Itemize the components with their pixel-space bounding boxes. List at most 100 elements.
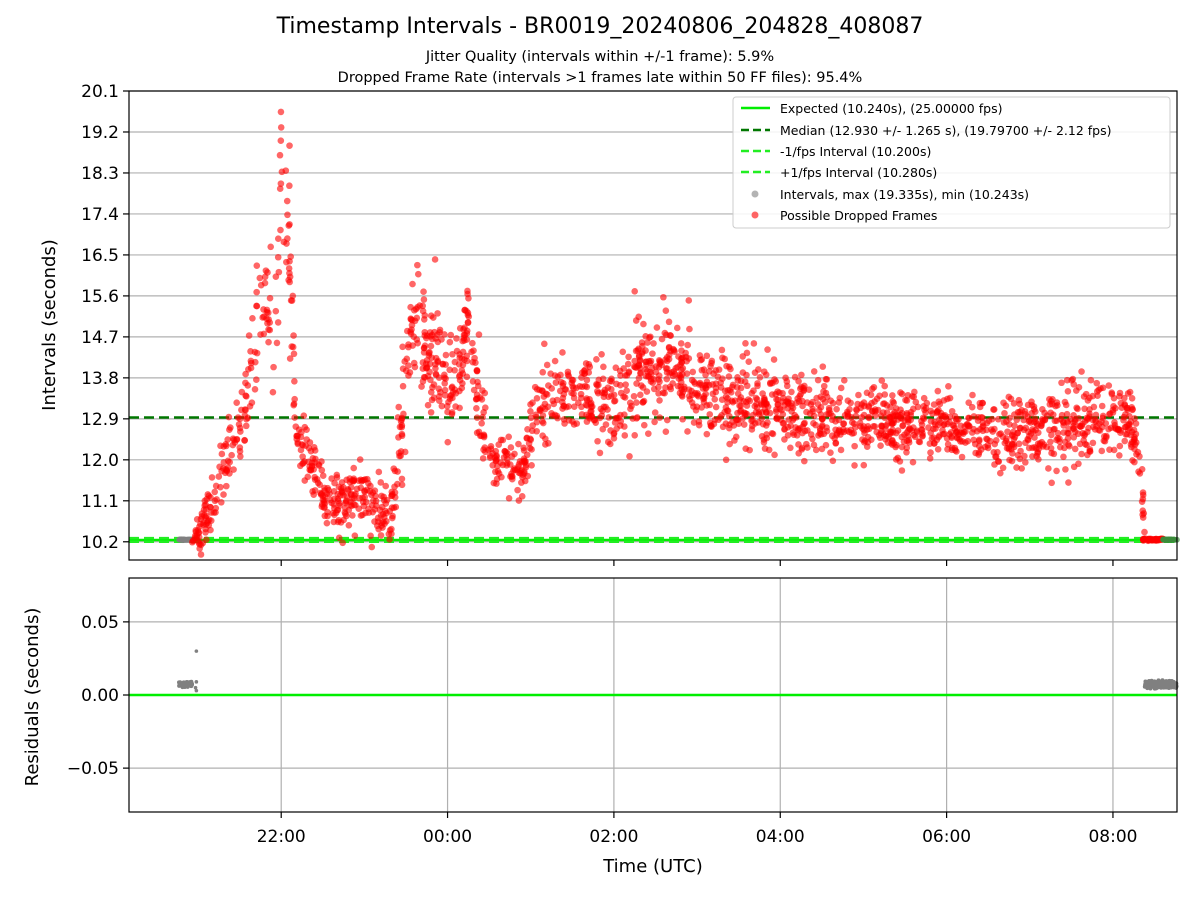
dropped-frame-point [677, 340, 685, 347]
dropped-frame-point [237, 453, 244, 460]
dropped-frame-point [333, 471, 341, 479]
dropped-frame-point [829, 457, 837, 465]
dropped-frame-point [858, 414, 865, 421]
dropped-frame-point [233, 399, 240, 407]
dropped-frame-point [289, 292, 297, 300]
dropped-frame-point [458, 367, 466, 374]
dropped-frame-point [918, 426, 925, 433]
dropped-frame-point [685, 297, 693, 304]
residual-point [1153, 682, 1158, 687]
top-panel-y-axis-label: Intervals (seconds) [39, 239, 60, 411]
dropped-frame-point [585, 361, 593, 368]
dropped-frame-point [428, 396, 436, 404]
dropped-frame-point [1080, 393, 1088, 400]
dropped-frame-point [602, 403, 609, 411]
dropped-frame-point [413, 314, 421, 322]
dropped-frame-point [949, 421, 957, 429]
dropped-frame-point [324, 484, 331, 492]
x-tick-label: 02:00 [589, 827, 638, 847]
dropped-frame-point [628, 402, 635, 410]
dropped-frame-point [608, 377, 615, 385]
dropped-frame-point [621, 432, 629, 439]
dropped-frame-point [464, 287, 471, 295]
dropped-frame-point [740, 421, 748, 428]
dropped-frame-point [511, 450, 518, 458]
chart-title: Timestamp Intervals - BR0019_20240806_20… [276, 14, 924, 39]
dropped-frame-point [761, 396, 768, 404]
dropped-frame-point [549, 397, 557, 404]
dropped-frame-point [380, 493, 387, 501]
x-tick-label: 04:00 [756, 827, 805, 847]
dropped-frame-point [1001, 409, 1008, 417]
dropped-frame-point [241, 436, 248, 444]
top-y-tick-label: 14.7 [81, 328, 119, 348]
dropped-frame-point [977, 446, 985, 453]
dropped-frame-point [878, 377, 886, 384]
dropped-frame-point [203, 495, 211, 503]
dropped-frame-point [953, 429, 960, 436]
dropped-frame-point [633, 399, 640, 406]
dropped-frame-point [623, 387, 630, 395]
dropped-frame-point [629, 415, 637, 422]
dropped-frame-point [620, 365, 628, 372]
dropped-frame-point [833, 405, 840, 413]
dropped-frame-point [234, 414, 242, 421]
dropped-frame-point [369, 489, 377, 496]
legend-intervals-marker [751, 190, 759, 198]
dropped-frame-point [727, 365, 734, 373]
dropped-frame-point [399, 382, 407, 390]
dropped-frame-point [242, 370, 249, 378]
dropped-frame-point [195, 533, 203, 541]
legend-box [732, 96, 1171, 229]
top-y-tick-label: 15.6 [81, 287, 119, 307]
dropped-frame-point [293, 432, 301, 440]
dropped-frame-point [596, 449, 604, 457]
dropped-frame-point [835, 399, 843, 406]
dropped-frame-point [1025, 444, 1033, 452]
dropped-frame-point [675, 375, 683, 382]
dropped-frame-point [753, 400, 760, 408]
dropped-frame-point [394, 480, 401, 488]
dropped-frame-point [414, 303, 421, 311]
dropped-frame-point [1059, 418, 1067, 425]
dropped-frame-point [1136, 470, 1144, 477]
dropped-frame-point [449, 394, 456, 402]
dropped-frame-point [1100, 433, 1108, 440]
dropped-frame-point [1069, 375, 1077, 383]
dropped-frame-point [743, 382, 751, 390]
dropped-frame-point [781, 436, 788, 443]
dropped-frame-point [649, 350, 656, 357]
dropped-frame-point [565, 403, 572, 410]
dropped-frame-point [729, 418, 736, 426]
dropped-frame-point [473, 367, 481, 375]
dropped-frame-point [646, 359, 654, 367]
dropped-frame-point [291, 414, 298, 421]
dropped-frame-point [414, 261, 421, 269]
dropped-frame-point [382, 482, 389, 490]
dropped-frame-point [533, 395, 541, 402]
dropped-frame-point [447, 331, 455, 339]
dropped-frame-point [764, 419, 771, 426]
dropped-frame-point [355, 505, 363, 513]
dropped-frame-point [619, 348, 627, 356]
dropped-frame-point [662, 356, 669, 363]
jitter-quality-subtitle: Jitter Quality (intervals within +/-1 fr… [425, 49, 775, 65]
dropped-frame-point [276, 185, 284, 193]
dropped-frame-point [1047, 409, 1054, 417]
dropped-frame-point [1131, 458, 1138, 466]
dropped-frame-point [515, 440, 522, 448]
dropped-frame-point [678, 347, 685, 354]
dropped-frame-point [1141, 528, 1148, 536]
dropped-frame-point [971, 440, 979, 448]
dropped-frame-point [1028, 410, 1035, 417]
dropped-frame-point [695, 381, 703, 388]
dropped-frame-point [683, 357, 690, 365]
dropped-frame-point [990, 406, 998, 413]
dropped-frame-point [1128, 438, 1136, 446]
dropped-frame-point [1062, 466, 1069, 473]
dropped-frame-point [777, 416, 784, 424]
dropped-frame-point [251, 386, 259, 393]
dropped-frame-point [443, 402, 451, 410]
dropped-frame-point [1122, 431, 1130, 438]
dropped-frame-point [816, 425, 824, 432]
